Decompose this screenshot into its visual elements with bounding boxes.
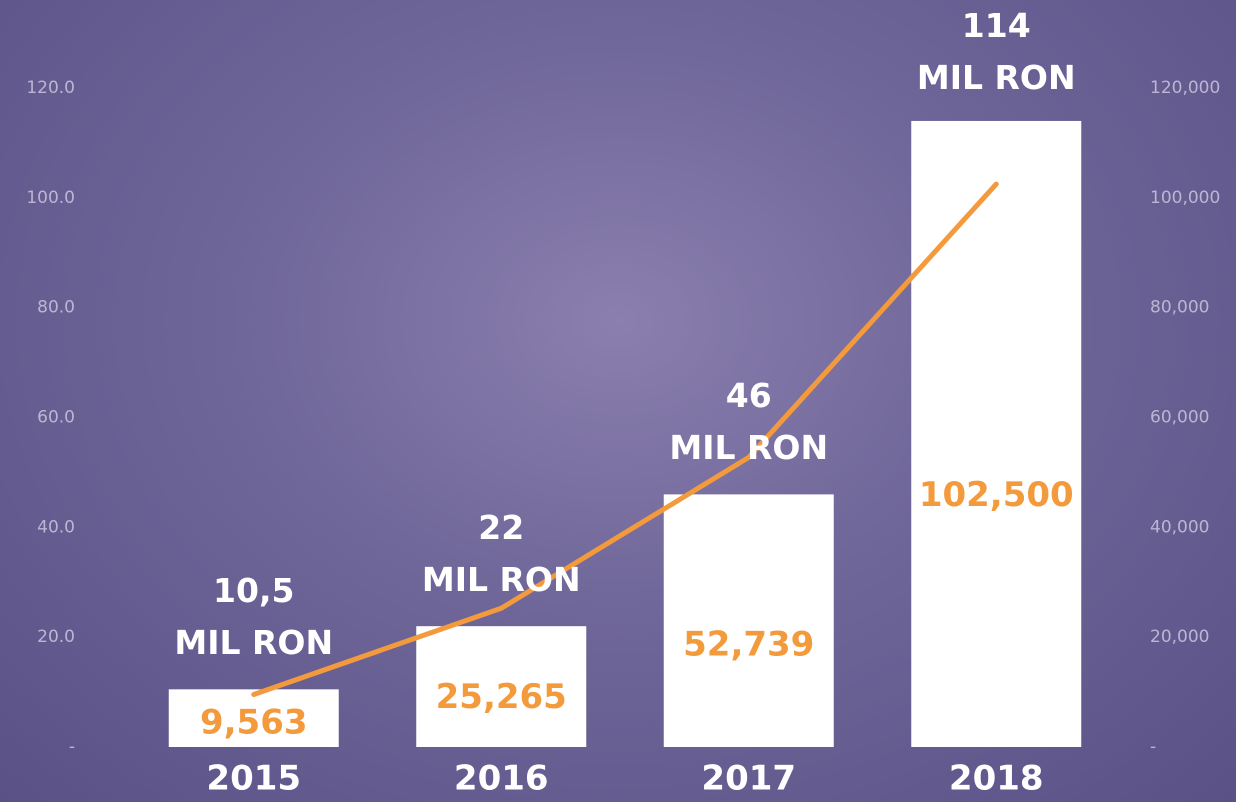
line-value-label: 52,739 [683, 624, 814, 664]
y-tick-label: - [69, 737, 75, 757]
x-tick-label: 2017 [701, 759, 796, 799]
bar-value-label: 22 MIL RON [381, 502, 621, 606]
line-value-label: 9,563 [200, 702, 308, 742]
y-tick-label: 80.0 [37, 298, 75, 318]
y-tick-label: 120.0 [26, 78, 75, 98]
y2-tick-label: 60,000 [1150, 408, 1209, 428]
y2-tick-label: 120,000 [1150, 78, 1220, 98]
y2-tick-label: 40,000 [1150, 517, 1209, 537]
x-tick-label: 2018 [949, 759, 1044, 799]
bar-value-label: 46 MIL RON [629, 370, 869, 474]
line-value-label: 25,265 [436, 677, 567, 717]
y2-tick-label: - [1150, 737, 1156, 757]
y-tick-label: 40.0 [37, 517, 75, 537]
y2-tick-label: 80,000 [1150, 298, 1209, 318]
bar [664, 494, 834, 747]
bar-value-label: 10,5 MIL RON [134, 565, 374, 669]
line-value-label: 102,500 [919, 475, 1074, 515]
page: - 20.0 40.0 60.0 80.0 100.0 120.0 - 20,000 40,000… [0, 0, 1236, 802]
x-tick-label: 2015 [206, 759, 301, 799]
y-tick-label: 100.0 [26, 188, 75, 208]
x-tick-label: 2016 [454, 759, 549, 799]
y-tick-label: 20.0 [37, 627, 75, 647]
bar-value-label: 114 MIL RON [876, 0, 1116, 104]
y2-tick-label: 100,000 [1150, 188, 1220, 208]
bar [911, 121, 1081, 747]
y2-tick-label: 20,000 [1150, 627, 1209, 647]
chart: - 20.0 40.0 60.0 80.0 100.0 120.0 - 20,000 40,000… [0, 0, 1236, 802]
y-tick-label: 60.0 [37, 408, 75, 428]
